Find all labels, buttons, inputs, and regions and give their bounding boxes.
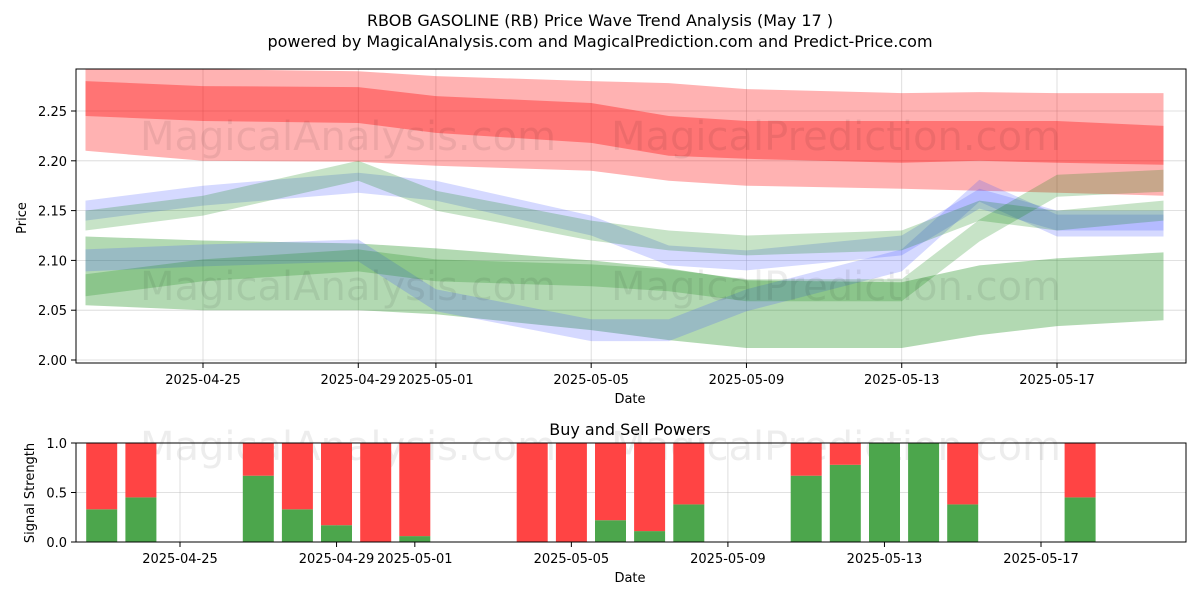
sell-bar (595, 443, 626, 521)
price-y-tick-label: 2.05 (38, 304, 67, 319)
sell-bar (86, 443, 118, 510)
signal-plot: Buy and Sell Powers MagicalAnalysis.comM… (23, 420, 1187, 586)
price-band-green-wide-band (85, 236, 1164, 348)
sell-bar (790, 443, 822, 476)
signal-axes: 2025-04-25 2025-04-29 2025-05-01 2025-05-05… (46, 437, 1078, 567)
buy-bar (321, 525, 352, 542)
sell-bar (242, 443, 274, 476)
price-band-blue-wave-lower (85, 179, 1164, 342)
sell-bar (399, 443, 431, 537)
buy-bar (125, 497, 157, 542)
watermark-text: MagicalPrediction.com (611, 264, 1061, 310)
sell-bar (634, 443, 666, 532)
signal-x-tick-label: 2025-04-25 (142, 552, 218, 567)
price-x-tick-label: 2025-04-25 (165, 373, 241, 388)
signal-x-tick-label: 2025-04-29 (299, 552, 375, 567)
price-band-red-outer-band (85, 69, 1164, 196)
price-y-tick-label: 2.25 (38, 105, 67, 120)
price-x-tick-label: 2025-05-05 (553, 373, 629, 388)
price-band-green-wave-lower (85, 169, 1164, 302)
signal-x-tick-label: 2025-05-01 (377, 552, 453, 567)
price-y-tick-label: 2.10 (38, 254, 67, 269)
price-y-tick-label: 2.20 (38, 155, 67, 170)
price-band-red-inner-band (85, 81, 1164, 165)
price-y-tick-label: 2.15 (38, 205, 67, 220)
price-x-tick-label: 2025-04-29 (320, 373, 396, 388)
price-x-tick-label: 2025-05-01 (398, 373, 474, 388)
buy-bar (634, 531, 666, 542)
signal-y-tick-label: 0.0 (46, 536, 67, 551)
signal-x-tick-label: 2025-05-13 (847, 552, 923, 567)
signal-y-tick-label: 1.0 (46, 437, 67, 452)
buy-bar (595, 520, 626, 542)
sell-bar (516, 443, 548, 542)
price-x-tick-label: 2025-05-17 (1019, 373, 1095, 388)
signal-x-tick-label: 2025-05-17 (1003, 552, 1079, 567)
price-x-tick-label: 2025-05-13 (864, 373, 940, 388)
price-axes: 2025-04-25 2025-04-29 2025-05-01 2025-05-05… (38, 105, 1095, 388)
price-grid (76, 69, 1186, 363)
signal-x-tick-label: 2025-05-05 (534, 552, 610, 567)
sell-bar (281, 443, 313, 510)
watermark-text: MagicalAnalysis.com (140, 264, 556, 310)
price-band-blue-wave-upper (85, 172, 1164, 271)
watermark-text: MagicalPrediction.com (611, 114, 1061, 160)
price-bands (85, 69, 1164, 348)
signal-y-tick-label: 0.5 (46, 487, 67, 502)
signal-title: Buy and Sell Powers (549, 420, 711, 439)
chart-subtitle: powered by MagicalAnalysis.com and Magic… (267, 32, 932, 51)
buy-bar (829, 464, 861, 542)
buy-bar (947, 504, 979, 542)
sell-bar (829, 443, 861, 465)
sell-bar (360, 443, 392, 542)
sell-bar (673, 443, 705, 505)
sell-bar (125, 443, 157, 498)
buy-bar (242, 475, 274, 542)
sell-bar (947, 443, 979, 505)
buy-bar (1064, 497, 1096, 542)
buy-bar (399, 536, 431, 542)
price-plot: MagicalAnalysis.com MagicalPrediction.com… (15, 68, 1187, 407)
buy-bar (673, 504, 705, 542)
price-ylabel: Price (15, 202, 30, 234)
buy-bar (908, 443, 940, 542)
chart-title: RBOB GASOLINE (RB) Price Wave Trend Anal… (367, 11, 833, 30)
price-y-tick-label: 2.00 (38, 354, 67, 369)
signal-ylabel: Signal Strength (23, 443, 38, 543)
buy-bar (86, 509, 118, 542)
price-x-tick-label: 2025-05-09 (709, 373, 785, 388)
signal-x-tick-label: 2025-05-09 (690, 552, 766, 567)
price-xlabel: Date (614, 392, 645, 407)
buy-bar (869, 443, 900, 542)
signal-bars (86, 443, 1096, 542)
sell-bar (321, 443, 352, 526)
buy-bar (281, 509, 313, 542)
price-watermarks: MagicalAnalysis.com MagicalPrediction.com… (140, 114, 1061, 310)
sell-bar (555, 443, 587, 542)
price-band-green-wave-upper (85, 160, 1164, 256)
sell-bar (1064, 443, 1096, 498)
price-plot-frame (75, 68, 1187, 364)
signal-xlabel: Date (614, 571, 645, 586)
buy-bar (790, 475, 822, 542)
watermark-text: MagicalAnalysis.com (140, 114, 556, 160)
